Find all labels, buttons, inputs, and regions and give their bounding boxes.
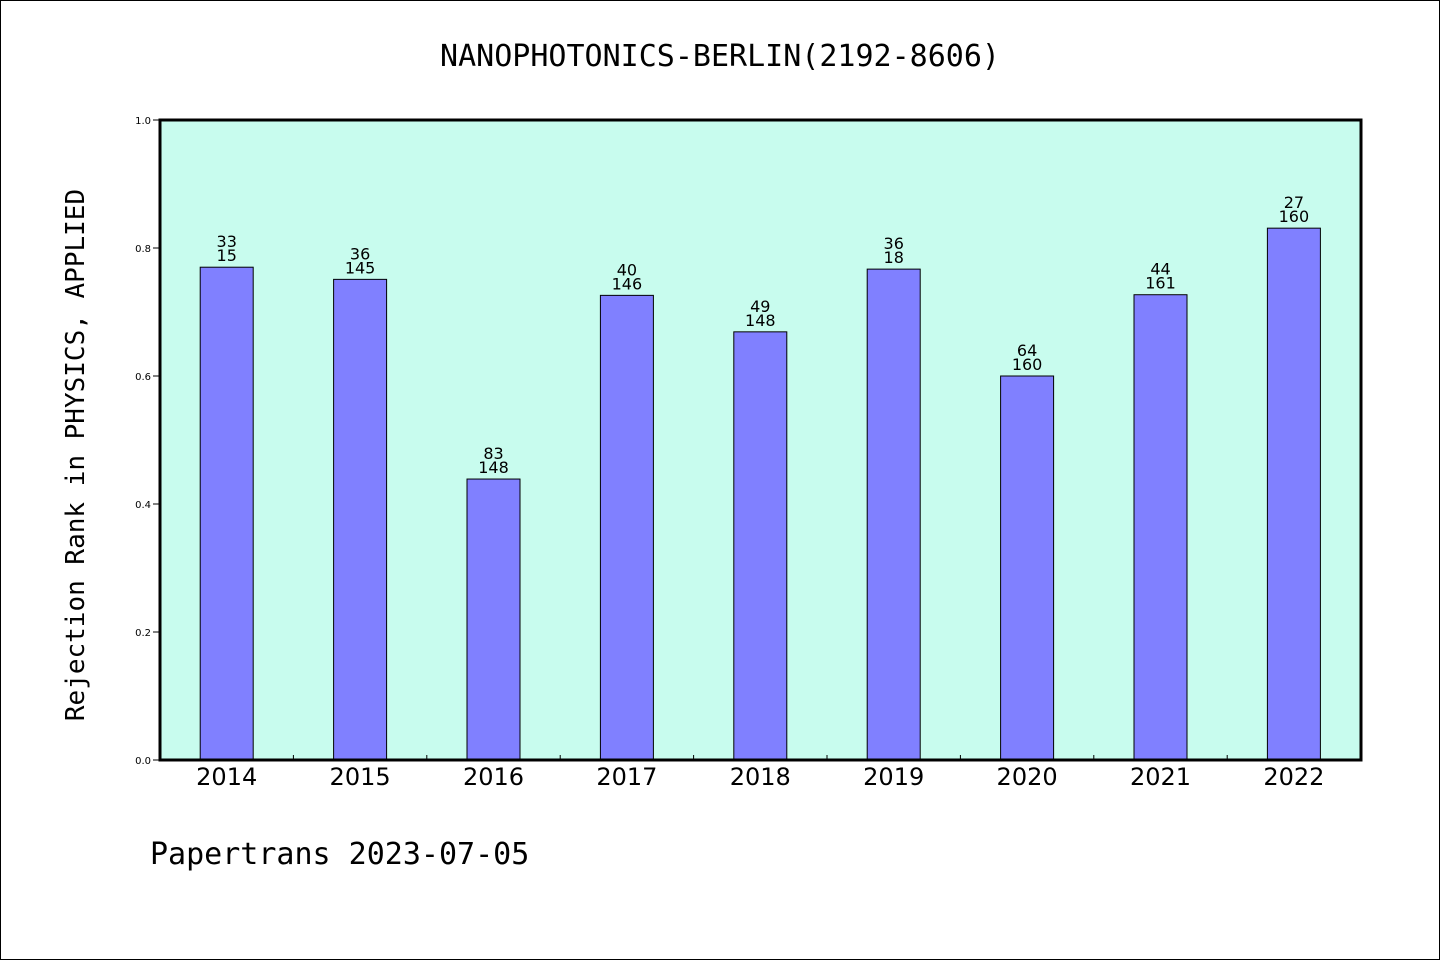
chart-title: NANOPHOTONICS-BERLIN(2192-8606) xyxy=(440,39,1000,74)
bar-2022 xyxy=(1266,227,1321,761)
bar-2015 xyxy=(333,278,388,761)
data-label-top-2022: 27 xyxy=(1284,193,1304,212)
y-tick-label: 0.6 xyxy=(135,372,151,383)
data-label-bottom-2014: 15 xyxy=(217,246,237,265)
bar-2021 xyxy=(1133,294,1188,761)
data-label-bottom-2017: 146 xyxy=(612,274,643,293)
x-tick-label-2021: 2021 xyxy=(1130,763,1191,791)
x-tick-label-2019: 2019 xyxy=(863,763,924,791)
data-label-bottom-2022: 160 xyxy=(1279,207,1310,226)
bar-2016 xyxy=(466,478,521,761)
bar-2019 xyxy=(866,268,921,761)
x-tick-label-2022: 2022 xyxy=(1263,763,1324,791)
bars-group xyxy=(199,227,1321,761)
x-tick-label-2020: 2020 xyxy=(997,763,1058,791)
data-label-bottom-2016: 148 xyxy=(478,458,509,477)
y-tick-label: 0.4 xyxy=(135,500,151,511)
y-ticks-group: 0.0 0.2 0.4 0.6 0.8 1.0 xyxy=(135,116,160,767)
bar-2017 xyxy=(599,294,654,761)
data-label-top-2017: 40 xyxy=(617,260,637,279)
footer-text: Papertrans 2023-07-05 xyxy=(150,837,529,872)
data-label-top-2021: 44 xyxy=(1150,260,1170,279)
bar-2018 xyxy=(733,331,788,761)
data-label-top-2015: 36 xyxy=(350,244,370,263)
y-tick-label: 0.2 xyxy=(135,628,151,639)
data-label-top-2018: 49 xyxy=(750,297,770,316)
data-label-top-2016: 83 xyxy=(483,444,503,463)
data-label-bottom-2019: 18 xyxy=(884,248,904,267)
data-label-bottom-2015: 145 xyxy=(345,258,376,277)
y-tick-label: 0.8 xyxy=(135,244,151,255)
data-label-bottom-2021: 161 xyxy=(1145,274,1176,293)
x-tick-label-2017: 2017 xyxy=(596,763,657,791)
y-tick-label: 1.0 xyxy=(135,116,151,127)
y-tick-label: 0.0 xyxy=(135,756,151,767)
data-label-top-2014: 33 xyxy=(217,232,237,251)
data-label-top-2019: 36 xyxy=(884,234,904,253)
data-label-top-2020: 64 xyxy=(1017,341,1037,360)
x-tick-label-2016: 2016 xyxy=(463,763,524,791)
x-ticks-group: 2014 2015 2016 2017 2018 2019 2020 2021 2022 xyxy=(196,755,1324,791)
x-tick-label-2014: 2014 xyxy=(196,763,257,791)
plot-border xyxy=(158,118,1363,762)
data-label-bottom-2018: 148 xyxy=(745,311,776,330)
bar-2014 xyxy=(199,266,254,761)
x-tick-label-2015: 2015 xyxy=(330,763,391,791)
x-tick-label-2018: 2018 xyxy=(730,763,791,791)
bar-2020 xyxy=(1000,375,1055,761)
data-label-bottom-2020: 160 xyxy=(1012,355,1043,374)
y-axis-label: Rejection Rank in PHYSICS, APPLIED xyxy=(61,189,91,721)
